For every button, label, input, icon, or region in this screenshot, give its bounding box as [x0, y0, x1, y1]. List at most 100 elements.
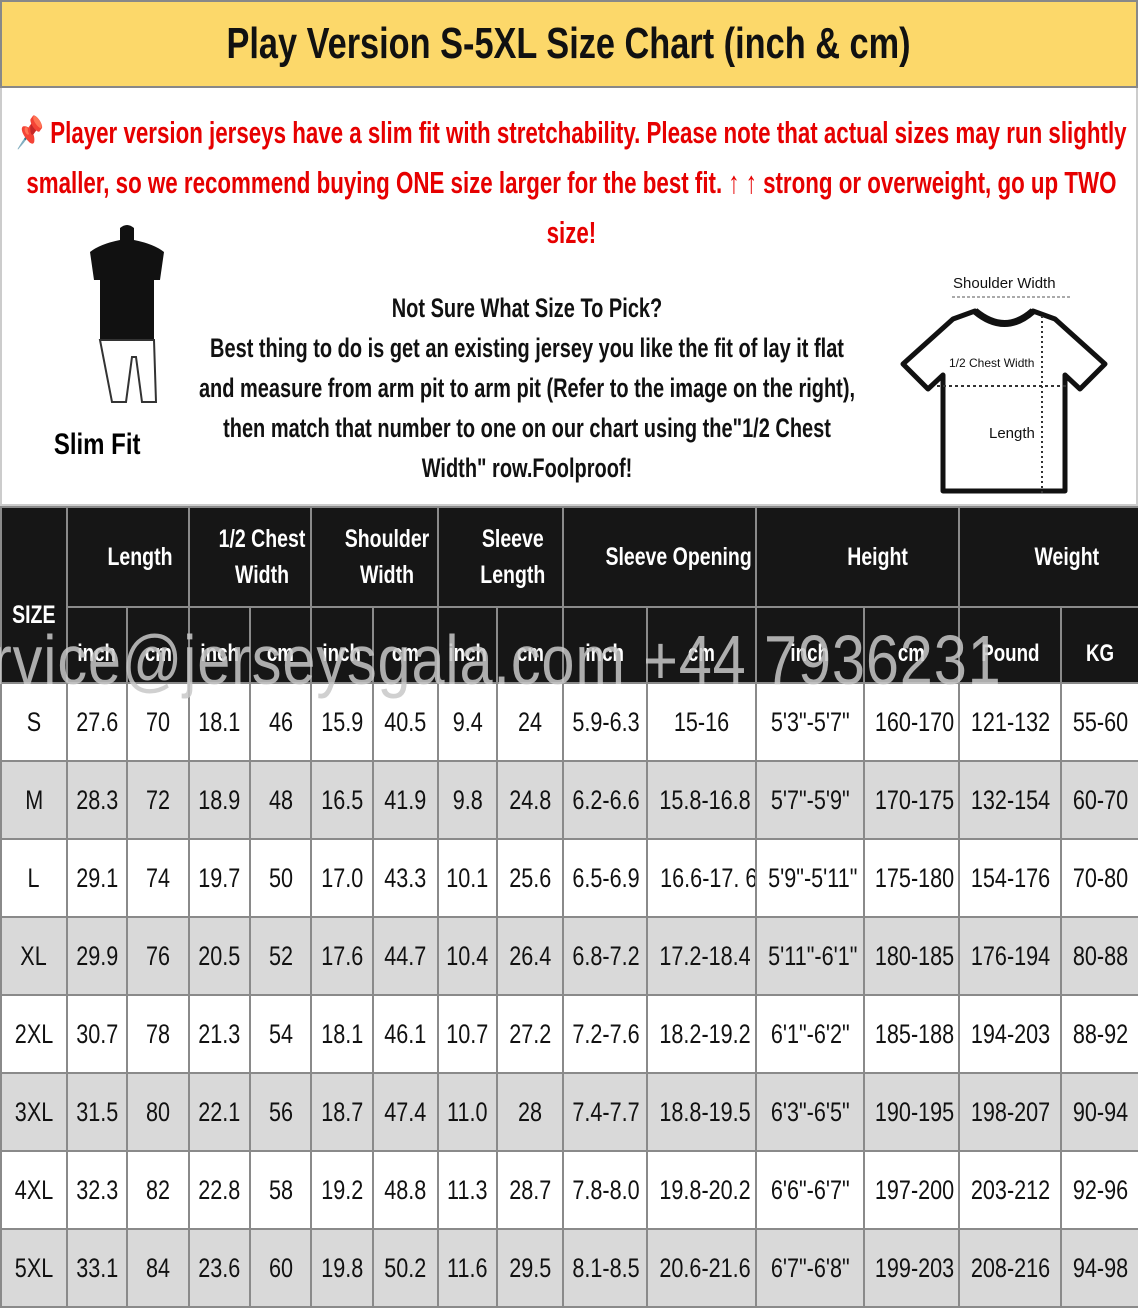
- value-cell: 43.3: [372, 838, 440, 918]
- size-table: SIZE Length 1/2 Chest Width Shoulder Width S…: [0, 506, 1138, 1308]
- value-cell: 5'7"-5'9": [755, 760, 866, 840]
- group-header: Sleeve Length: [437, 506, 565, 608]
- value-cell: 15-16: [646, 682, 758, 762]
- value-cell: 29.1: [66, 838, 128, 918]
- value-cell: 15.8-16.8: [646, 760, 758, 840]
- value-cell: 7.8-8.0: [562, 1150, 649, 1230]
- value-cell: 60-70: [1060, 760, 1138, 840]
- value-cell: 50: [249, 838, 313, 918]
- group-header: Length: [65, 506, 191, 608]
- table-row: M 28.3 72 18.9 48 16.5 41.9 9.8 24.8 6.2-6.6 15.8-…: [0, 760, 1138, 840]
- value-cell: 50.2: [372, 1228, 440, 1308]
- value-cell: 88-92: [1060, 994, 1138, 1074]
- value-cell: 26.4: [496, 916, 565, 996]
- value-cell: 194-203: [958, 994, 1063, 1074]
- group-header: Sleeve Opening: [562, 506, 758, 608]
- unit-header: inch: [437, 606, 499, 684]
- value-cell: 80: [125, 1072, 191, 1152]
- guide-heading: Not Sure What Size To Pick?: [391, 293, 663, 323]
- value-cell: 19.8-20.2: [646, 1150, 758, 1230]
- unit-header: cm: [249, 606, 313, 684]
- value-cell: 198-207: [958, 1072, 1063, 1152]
- value-cell: 17.0: [310, 838, 375, 918]
- value-cell: 6.2-6.6: [562, 760, 649, 840]
- size-header: SIZE: [0, 506, 68, 684]
- table-row: 5XL 33.1 84 23.6 60 19.8 50.2 11.6 29.5 8.1-8.5 20…: [0, 1228, 1138, 1308]
- value-cell: 41.9: [372, 760, 440, 840]
- value-cell: 11.3: [437, 1150, 499, 1230]
- value-cell: 20.5: [188, 916, 252, 996]
- value-cell: 19.7: [188, 838, 252, 918]
- value-cell: 48: [249, 760, 313, 840]
- value-cell: 70-80: [1060, 838, 1138, 918]
- value-cell: 18.1: [310, 994, 375, 1074]
- value-cell: 56: [249, 1072, 313, 1152]
- value-cell: 6'3"-6'5": [755, 1072, 866, 1152]
- value-cell: 10.7: [437, 994, 499, 1074]
- value-cell: 6'1"-6'2": [755, 994, 866, 1074]
- value-cell: 154-176: [958, 838, 1063, 918]
- value-cell: 6'6"-6'7": [755, 1150, 866, 1230]
- value-cell: 80-88: [1060, 916, 1138, 996]
- value-cell: 40.5: [372, 682, 440, 762]
- value-cell: 92-96: [1060, 1150, 1138, 1230]
- value-cell: 46: [249, 682, 313, 762]
- value-cell: 203-212: [958, 1150, 1063, 1230]
- value-cell: 74: [125, 838, 191, 918]
- unit-header: inch: [310, 606, 375, 684]
- value-cell: 24.8: [496, 760, 565, 840]
- value-cell: 22.1: [188, 1072, 252, 1152]
- value-cell: 30.7: [66, 994, 128, 1074]
- value-cell: 21.3: [188, 994, 252, 1074]
- unit-header: cm: [372, 606, 440, 684]
- unit-header: cm: [646, 606, 758, 684]
- value-cell: 31.5: [66, 1072, 128, 1152]
- value-cell: 176-194: [958, 916, 1063, 996]
- shirt-measure-diagram: Shoulder Width 1/2 Chest Width Length: [897, 268, 1112, 498]
- tshirt-icon: [900, 296, 1108, 494]
- value-cell: 7.4-7.7: [562, 1072, 649, 1152]
- value-cell: 185-188: [863, 994, 961, 1074]
- size-cell: M: [0, 760, 68, 840]
- unit-header: inch: [755, 606, 866, 684]
- value-cell: 17.6: [310, 916, 375, 996]
- value-cell: 47.4: [372, 1072, 440, 1152]
- value-cell: 32.3: [66, 1150, 128, 1230]
- length-label: Length: [989, 425, 1035, 442]
- unit-header: inch: [562, 606, 649, 684]
- value-cell: 6.8-7.2: [562, 916, 649, 996]
- size-cell: 4XL: [0, 1150, 68, 1230]
- value-cell: 23.6: [188, 1228, 252, 1308]
- value-cell: 52: [249, 916, 313, 996]
- value-cell: 22.8: [188, 1150, 252, 1230]
- value-cell: 25.6: [496, 838, 565, 918]
- unit-header: KG: [1060, 606, 1138, 684]
- value-cell: 199-203: [863, 1228, 961, 1308]
- value-cell: 33.1: [66, 1228, 128, 1308]
- value-cell: 78: [125, 994, 191, 1074]
- value-cell: 18.9: [188, 760, 252, 840]
- value-cell: 190-195: [863, 1072, 961, 1152]
- value-cell: 10.4: [437, 916, 499, 996]
- value-cell: 208-216: [958, 1228, 1063, 1308]
- info-panel: 📌 Player version jerseys have a slim fit…: [0, 88, 1138, 506]
- value-cell: 9.8: [437, 760, 499, 840]
- value-cell: 10.1: [437, 838, 499, 918]
- value-cell: 72: [125, 760, 191, 840]
- value-cell: 29.5: [496, 1228, 565, 1308]
- unit-header: inch: [188, 606, 252, 684]
- table-row: 4XL 32.3 82 22.8 58 19.2 48.8 11.3 28.7 7.8-8.0 19…: [0, 1150, 1138, 1230]
- table-row: XL 29.9 76 20.5 52 17.6 44.7 10.4 26.4 6.8-7.2 17.…: [0, 916, 1138, 996]
- table-row: 3XL 31.5 80 22.1 56 18.7 47.4 11.0 28 7.4-7.7 18.8…: [0, 1072, 1138, 1152]
- value-cell: 94-98: [1060, 1228, 1138, 1308]
- value-cell: 60: [249, 1228, 313, 1308]
- value-cell: 19.8: [310, 1228, 375, 1308]
- value-cell: 24: [496, 682, 565, 762]
- value-cell: 18.8-19.5: [646, 1072, 758, 1152]
- chart-title: Play Version S-5XL Size Chart (inch & cm…: [0, 0, 1138, 88]
- value-cell: 175-180: [863, 838, 961, 918]
- size-cell: 3XL: [0, 1072, 68, 1152]
- value-cell: 84: [125, 1228, 191, 1308]
- fit-notice: 📌 Player version jerseys have a slim fit…: [15, 115, 1127, 250]
- value-cell: 58: [249, 1150, 313, 1230]
